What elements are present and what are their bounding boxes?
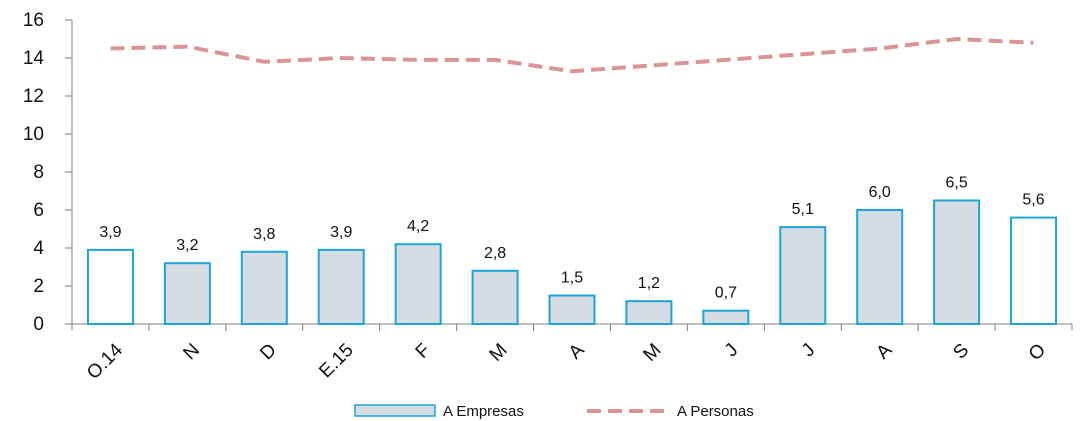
bar-value-label: 6,5 (945, 175, 967, 192)
legend-label-empresas: A Empresas (443, 403, 524, 420)
x-tick-label: D (256, 340, 281, 365)
y-tick-label: 6 (33, 200, 44, 221)
bar-value-label: 1,5 (561, 270, 583, 287)
bar-value-label: 6,0 (869, 184, 891, 201)
legend-swatch-empresas (354, 404, 436, 417)
bar (625, 300, 673, 326)
bar-value-label: 5,6 (1022, 192, 1044, 209)
bar (317, 248, 365, 325)
bar (779, 226, 827, 326)
bar (240, 250, 288, 325)
bar-value-label: 5,1 (792, 201, 814, 218)
bar-value-label: 3,8 (253, 226, 275, 243)
x-tick-label: M (486, 340, 512, 366)
y-tick-label: 2 (33, 276, 44, 297)
bar (702, 309, 750, 326)
bar (394, 243, 442, 325)
y-tick-label: 14 (23, 48, 45, 69)
line-series-personas (110, 37, 1034, 74)
x-tick-label: S (949, 340, 973, 364)
y-tick-label: 12 (23, 86, 44, 107)
bar-value-label: 4,2 (407, 218, 429, 235)
axes-layer: 0 2 4 6 8 10 12 14 16 (23, 10, 1073, 335)
bar-value-label: 3,9 (330, 224, 352, 241)
bar (548, 294, 596, 325)
bar-value-label: 0,7 (715, 285, 737, 302)
bar (471, 269, 519, 325)
y-tick-label: 0 (33, 314, 44, 335)
bar-value-label: 2,8 (484, 245, 506, 262)
bar (933, 199, 981, 325)
bar-value-label: 3,2 (176, 237, 198, 254)
x-tick-label: O (1025, 340, 1050, 365)
bar (856, 209, 904, 325)
bar (1010, 216, 1058, 326)
x-tick-label: A (565, 340, 589, 364)
y-tick-label: 4 (33, 238, 44, 259)
line-layer (110, 37, 1034, 74)
x-tick-label: M (639, 340, 665, 366)
x-tick-label: A (872, 340, 896, 364)
bar (163, 262, 211, 326)
labels-layer: O.14 N D E.15 F M A M J J A S O 3,9 3,2 3,8 3,9 4,2 2,8 1,5… (83, 175, 1050, 384)
x-tick-label: N (179, 340, 204, 365)
legend: A Empresas A Personas (354, 403, 754, 420)
x-tick-label: O.14 (83, 339, 127, 383)
bar-value-label: 3,9 (99, 224, 121, 241)
bar (86, 248, 134, 325)
x-tick-label: J (798, 340, 820, 362)
y-tick-label: 8 (33, 162, 44, 183)
x-tick-label: F (412, 340, 435, 363)
y-tick-label: 16 (23, 10, 44, 31)
bars-layer (86, 199, 1058, 326)
x-tick-label: J (721, 340, 743, 362)
x-tick-label: E.15 (315, 340, 357, 382)
bar-value-label: 1,2 (638, 275, 660, 292)
legend-label-personas: A Personas (677, 403, 754, 420)
y-tick-label: 10 (23, 124, 44, 145)
